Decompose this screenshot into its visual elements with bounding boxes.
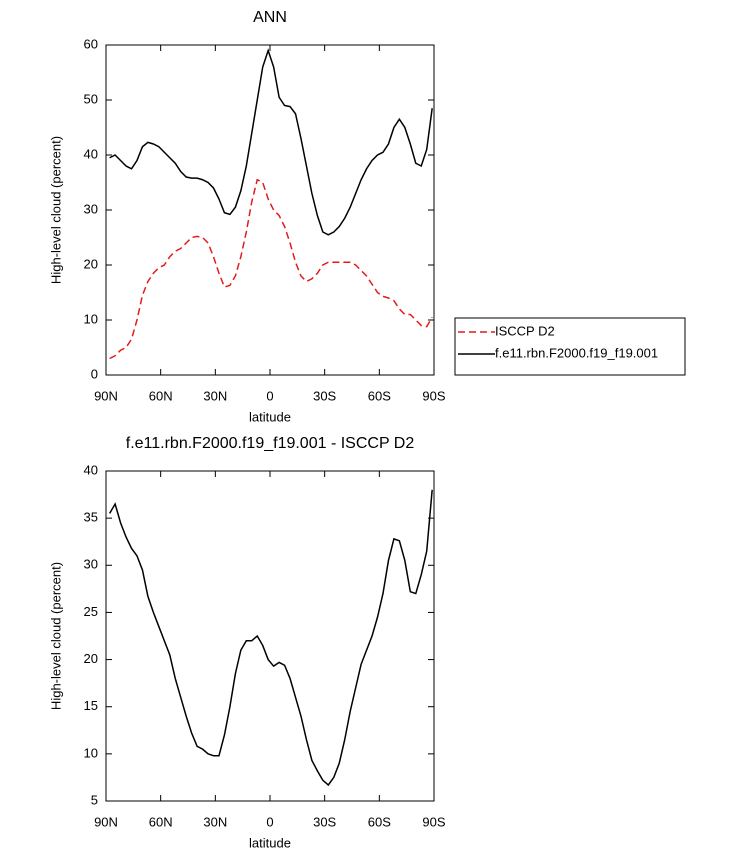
y-axis-label: High-level cloud (percent) — [48, 136, 63, 284]
x-axis-label: latitude — [249, 835, 291, 850]
plot-frame — [105, 44, 435, 376]
x-tick-label: 90N — [94, 388, 118, 403]
x-tick-label: 90N — [94, 814, 118, 829]
data-line — [109, 178, 433, 360]
y-tick-label: 30 — [84, 201, 98, 216]
x-tick-label: 60S — [368, 388, 391, 403]
x-tick-label: 90S — [422, 814, 445, 829]
legend-label: ISCCP D2 — [495, 323, 555, 338]
y-tick-label: 20 — [84, 256, 98, 271]
data-line — [108, 489, 433, 787]
chart-title: f.e11.rbn.F2000.f19_f19.001 - ISCCP D2 — [126, 435, 415, 452]
y-tick-label: 30 — [84, 557, 98, 572]
legend-label: f.e11.rbn.F2000.f19_f19.001 — [495, 345, 658, 360]
y-tick-label: 10 — [84, 311, 98, 326]
x-tick-label: 30S — [313, 388, 336, 403]
x-tick-label: 60N — [149, 388, 173, 403]
y-tick-label: 25 — [84, 604, 98, 619]
y-tick-label: 50 — [84, 91, 98, 106]
y-axis-label: High-level cloud (percent) — [48, 562, 63, 710]
x-tick-label: 30N — [203, 814, 227, 829]
x-tick-label: 0 — [266, 814, 273, 829]
y-tick-label: 5 — [91, 792, 98, 807]
plot-frame — [105, 470, 435, 802]
x-tick-label: 30S — [313, 814, 336, 829]
x-tick-label: 60S — [368, 814, 391, 829]
x-tick-label: 0 — [266, 388, 273, 403]
y-tick-label: 60 — [84, 36, 98, 51]
x-axis-label: latitude — [249, 409, 291, 424]
x-tick-label: 60N — [149, 814, 173, 829]
chart-title: ANN — [253, 9, 287, 26]
y-tick-label: 0 — [91, 366, 98, 381]
y-tick-label: 40 — [84, 146, 98, 161]
y-tick-label: 20 — [84, 651, 98, 666]
x-tick-label: 30N — [203, 388, 227, 403]
data-line — [109, 48, 433, 236]
y-tick-label: 10 — [84, 745, 98, 760]
y-tick-label: 15 — [84, 698, 98, 713]
y-tick-label: 35 — [84, 510, 98, 525]
x-tick-label: 90S — [422, 388, 445, 403]
legend-box — [454, 317, 686, 376]
y-tick-label: 40 — [84, 462, 98, 477]
